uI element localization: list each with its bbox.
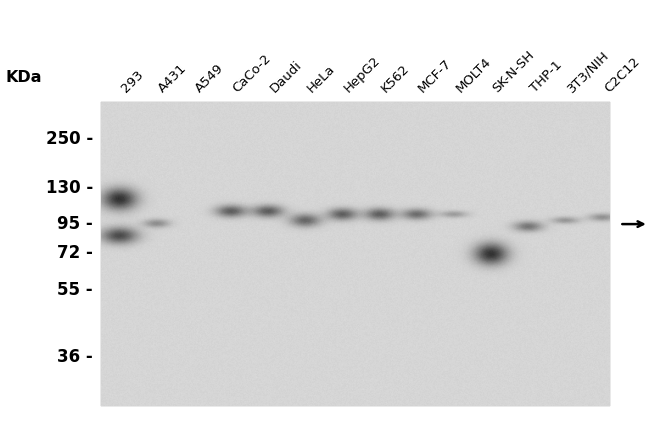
Text: 55 -: 55 - (57, 282, 93, 299)
Text: 95 -: 95 - (57, 215, 93, 233)
Text: 72 -: 72 - (57, 244, 93, 262)
Text: 293: 293 (119, 68, 146, 95)
Text: KDa: KDa (5, 70, 42, 85)
Text: SK-N-SH: SK-N-SH (491, 48, 537, 95)
Text: A549: A549 (193, 61, 227, 95)
Text: 130 -: 130 - (46, 179, 93, 197)
Text: 36 -: 36 - (57, 348, 93, 366)
Text: MOLT4: MOLT4 (453, 55, 493, 95)
Text: A431: A431 (156, 61, 190, 95)
Text: C2C12: C2C12 (602, 55, 642, 95)
Text: MCF-7: MCF-7 (416, 57, 454, 95)
Text: HeLa: HeLa (305, 62, 337, 95)
Text: CaCo-2: CaCo-2 (230, 52, 274, 95)
Text: Daudi: Daudi (268, 58, 304, 95)
Text: HepG2: HepG2 (342, 54, 383, 95)
Text: K562: K562 (379, 62, 412, 95)
Text: 3T3/NIH: 3T3/NIH (565, 48, 612, 95)
Text: 250 -: 250 - (46, 130, 93, 148)
Text: THP-1: THP-1 (528, 58, 564, 95)
Bar (101, 102, 610, 406)
